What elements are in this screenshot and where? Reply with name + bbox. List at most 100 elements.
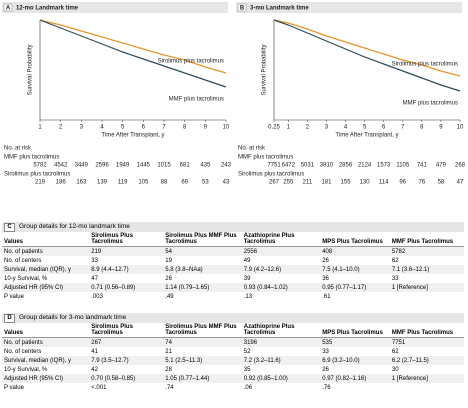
- x-tick-label: 2: [59, 125, 63, 131]
- header-row: Values Sirolimus Plus Tacrolimus Sirolimus…: [2, 323, 464, 338]
- risk-count: 96: [399, 180, 406, 186]
- panel-box: [237, 3, 247, 12]
- risk-count: 243: [221, 163, 232, 169]
- cell: 33: [391, 275, 399, 282]
- risk-count: 186: [56, 180, 67, 186]
- cell: 8.9 (4.4–12.7): [89, 265, 164, 274]
- cell: 47: [91, 275, 98, 282]
- panel-label: C: [4, 223, 15, 232]
- x-axis-label: Time After Transplant, y: [335, 133, 398, 139]
- x-tick-label: 7: [162, 125, 166, 131]
- risk-count: 1949: [116, 163, 130, 169]
- cell: 28: [165, 366, 172, 373]
- x-tick-label: 9: [204, 125, 208, 131]
- empty-cell: [390, 383, 464, 392]
- x-tick-label: 1: [287, 125, 291, 131]
- risk-count: 219: [35, 180, 46, 186]
- risk-count: 741: [417, 163, 428, 169]
- cell: .49: [165, 293, 174, 300]
- table-title: Group details for 3-mo landmark time: [19, 314, 127, 321]
- cell: 74: [163, 337, 242, 347]
- cell: 0.93 (0.84–1.02): [241, 283, 321, 292]
- row-label: No. of patients: [2, 337, 90, 347]
- cell: 7.1 (3.6–12.1): [389, 265, 464, 274]
- cell: 0.70 (0.58–0.85): [89, 374, 164, 383]
- risk-count: 267: [269, 180, 280, 186]
- row-label: Survival, median (IQR), y: [2, 265, 90, 274]
- x-tick-label: 8: [420, 125, 424, 131]
- cell: <.001: [91, 384, 107, 391]
- cell: 7751: [389, 337, 464, 347]
- details-table: Values Sirolimus Plus Tacrolimus Sirolimus…: [2, 232, 464, 301]
- column-header: Sirolimus Plus MMF Plus Tacrolimus: [163, 232, 242, 247]
- x-tick-label: 8: [183, 125, 187, 131]
- cell: 49: [243, 257, 251, 264]
- table-row: No. of patients 219 54 2556 408 5782: [2, 246, 464, 256]
- risk-count: 58: [438, 180, 445, 186]
- cell: 0.92 (0.85–1.00): [241, 374, 321, 383]
- risk-count: 114: [379, 180, 389, 186]
- row-label: P value: [4, 293, 24, 300]
- row-label: Survival, median (IQR), y: [2, 356, 90, 365]
- table-title-bar: C Group details for 12-mo landmark time: [2, 222, 464, 232]
- table-row: P value <.001 .74 .06 .76: [2, 383, 464, 392]
- risk-count: 76: [419, 180, 426, 186]
- x-tick-label: 4: [100, 125, 104, 131]
- curve-label: MMF plus tacrolimus: [403, 101, 458, 107]
- cell: .61: [322, 293, 331, 300]
- column-header: Sirolimus Plus Tacrolimus: [89, 232, 164, 247]
- table-row: Survival, median (IQR), y 8.9 (4.4–12.7) 5…: [2, 265, 464, 274]
- charts: A 12-mo Landmark time Survival Probability…: [2, 2, 466, 186]
- table-row: Adjusted HR (95% CI) 0.70 (0.58–0.85) 1.05…: [2, 374, 464, 383]
- cell: 52: [243, 348, 251, 355]
- cell: 39: [243, 275, 251, 282]
- x-tick-label: 5: [363, 125, 367, 131]
- x-tick-label: 4: [344, 125, 348, 131]
- x-tick-label: 5: [121, 125, 125, 131]
- x-tick-label: 9: [439, 125, 443, 131]
- x-tick-label: 6: [382, 125, 386, 131]
- cell: 33: [322, 348, 329, 355]
- table-row: No. of centers 33 19 49 26 62: [2, 256, 464, 265]
- cell: 219: [89, 246, 164, 256]
- table-row: Survival, median (IQR), y 7.9 (3.5–12.7) 5…: [2, 356, 464, 365]
- cell: 6.9 (3.2–10.0): [320, 356, 390, 365]
- cell: .74: [165, 384, 174, 391]
- cell: 408: [320, 246, 390, 256]
- risk-count: 3449: [75, 163, 89, 169]
- risk-count: 1105: [396, 163, 410, 169]
- risk-count: 69: [181, 180, 188, 186]
- cell: 62: [391, 348, 399, 355]
- cell: 35: [243, 366, 251, 373]
- cell: 42: [91, 366, 98, 373]
- row-label: P value: [4, 384, 24, 391]
- table-row: Adjusted HR (95% CI) 0.71 (0.56–0.89) 1.14…: [2, 283, 464, 292]
- cell: 7.9 (3.5–12.7): [89, 356, 164, 365]
- header-row: Values Sirolimus Plus Tacrolimus Sirolimus…: [2, 232, 464, 247]
- panel-title: 3-mo Landmark time: [250, 6, 309, 12]
- cell: 21: [165, 348, 172, 355]
- column-header: MPS Plus Tacrolimus: [320, 323, 390, 338]
- risk-count: 1573: [377, 163, 391, 169]
- column-header: Azathioprine Plus Tacrolimus: [241, 232, 321, 247]
- cell: 267: [89, 337, 164, 347]
- column-header: Sirolimus Plus Tacrolimus: [89, 323, 164, 338]
- cell: 1.05 (0.77–1.44): [163, 374, 242, 383]
- cell: 26: [322, 257, 329, 264]
- risk-count: 130: [360, 180, 371, 186]
- cell: 7.2 (3.2–11.6): [241, 356, 321, 365]
- risk-group: Sirolimus plus tacrolimus: [238, 172, 304, 178]
- cell: 0.95 (0.77–1.17): [320, 283, 390, 292]
- details-table: Values Sirolimus Plus Tacrolimus Sirolimus…: [2, 323, 464, 392]
- y-axis-label: Survival Probability: [262, 44, 268, 95]
- x-tick-label: 7: [401, 125, 405, 131]
- x-tick-label: 2: [306, 125, 310, 131]
- curve-label: Sirolimus plus tacrolimus: [392, 62, 458, 68]
- cell: 62: [391, 257, 399, 264]
- risk-count: 1445: [137, 163, 151, 169]
- risk-count: 181: [321, 180, 332, 186]
- row-label: 10-y Survival, %: [4, 275, 48, 282]
- risk-count: 6472: [282, 163, 296, 169]
- row-label: No. of patients: [2, 246, 90, 256]
- cell: .76: [322, 384, 331, 391]
